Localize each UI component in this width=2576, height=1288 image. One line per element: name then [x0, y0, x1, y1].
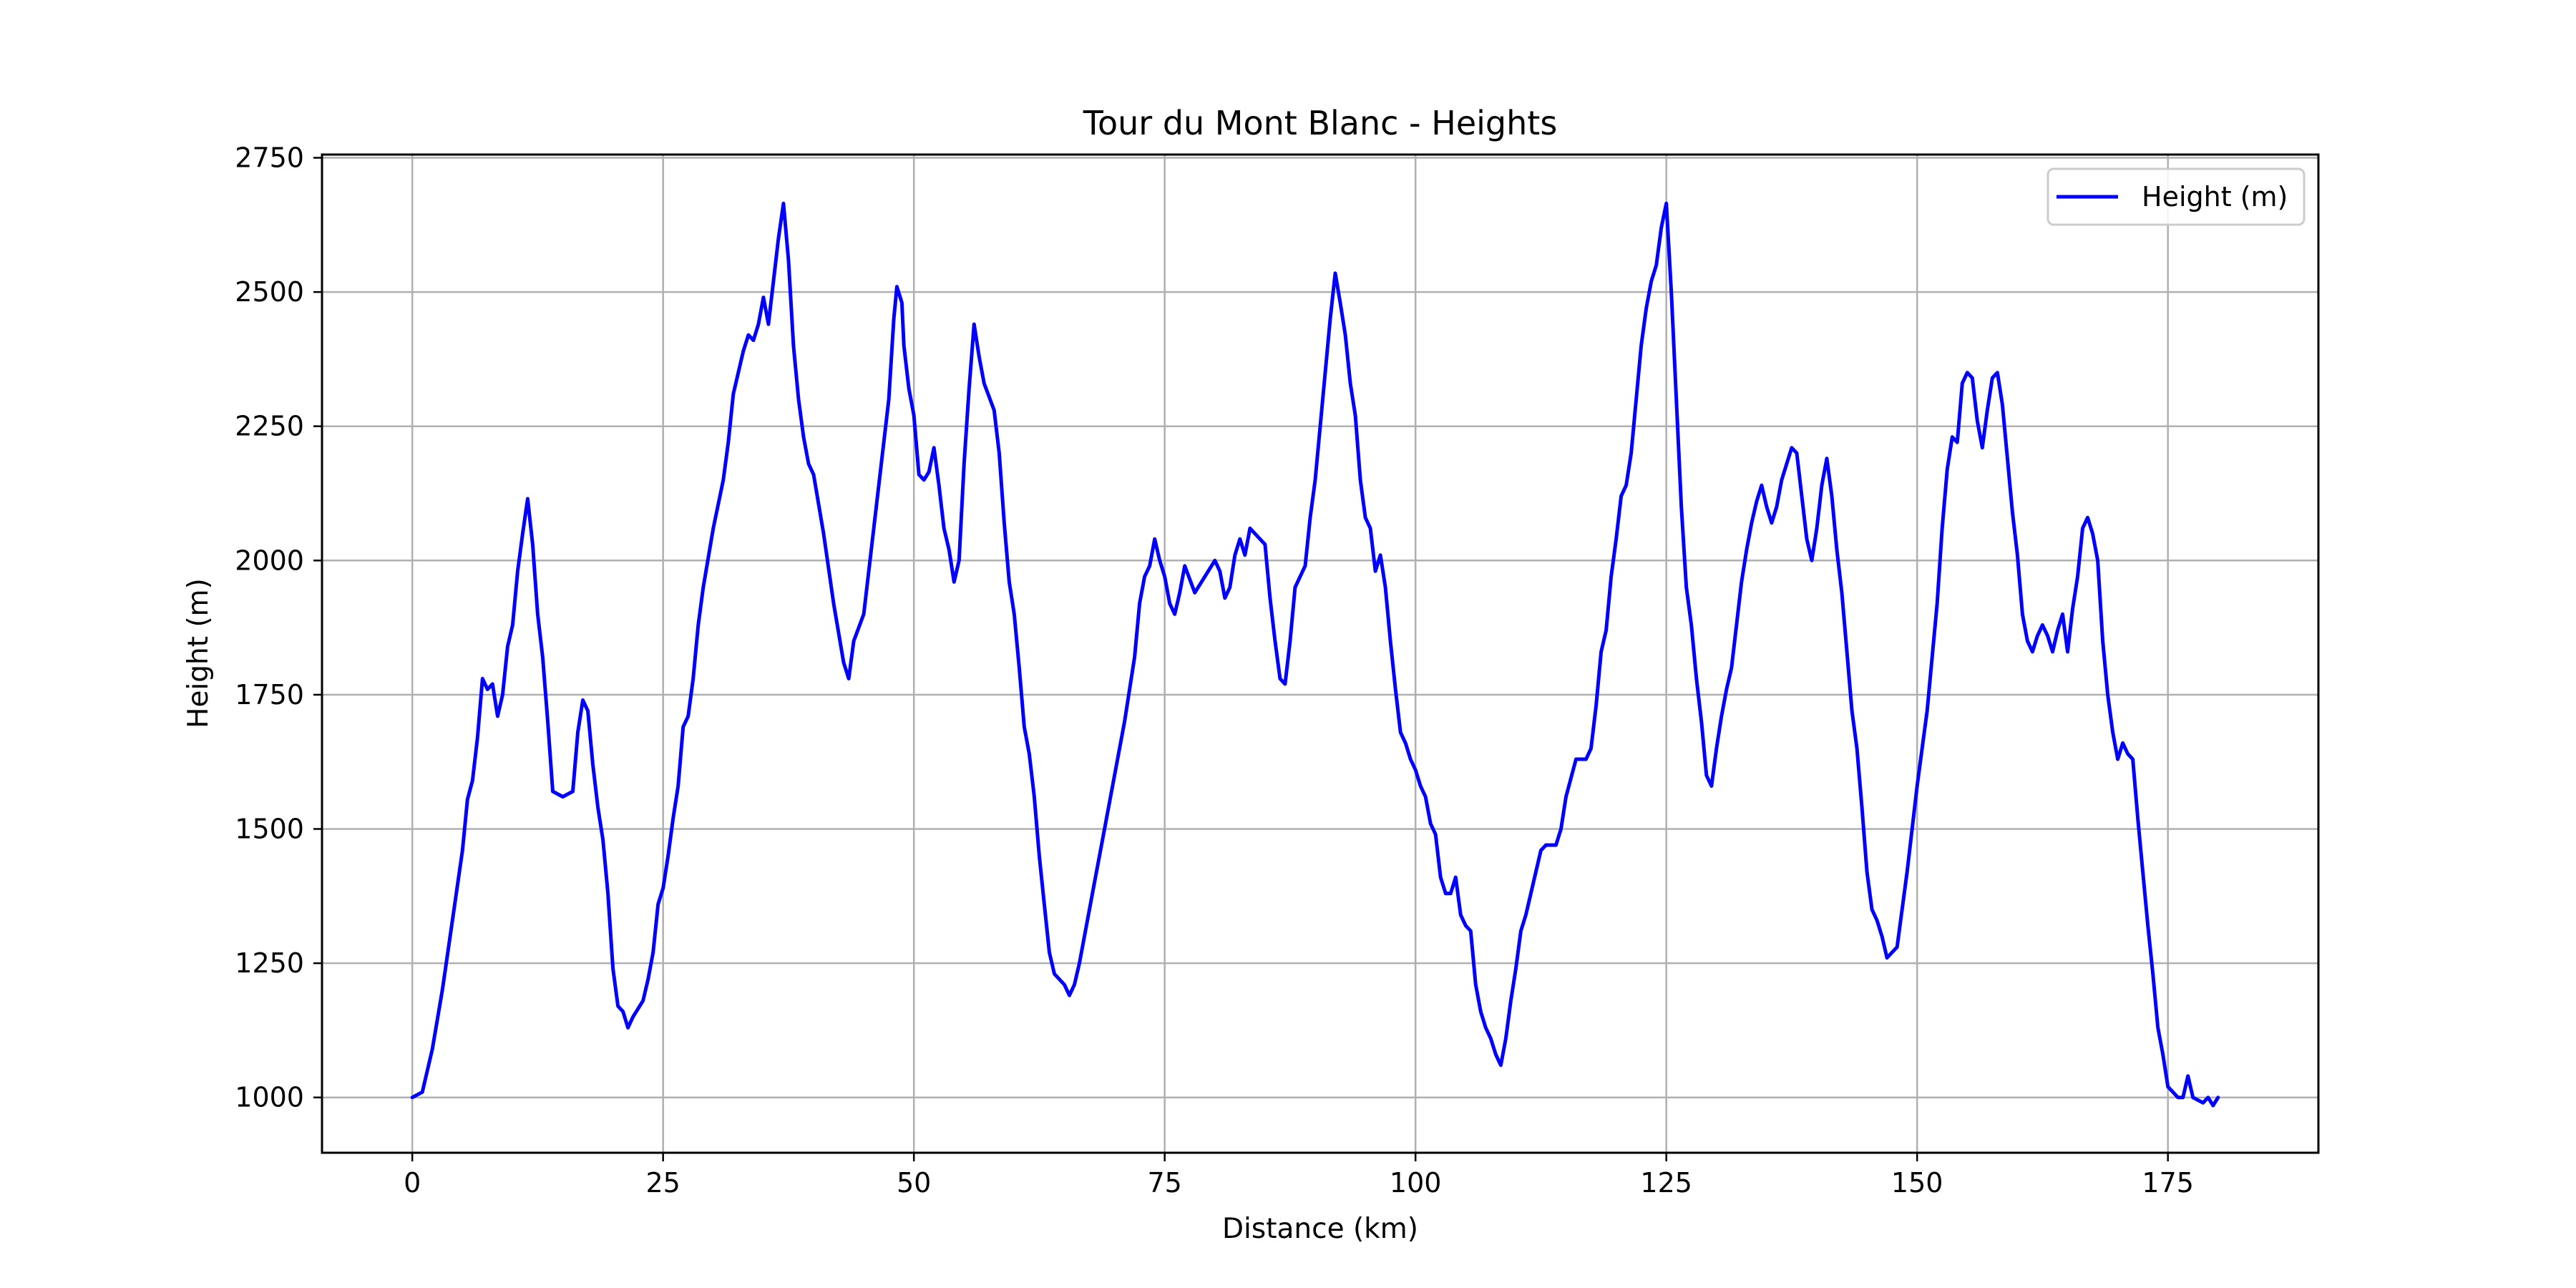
x-axis-ticks: 0 25 50 75 100 125 150 175 — [404, 1153, 2194, 1199]
y-tick-label: 1750 — [235, 679, 304, 711]
series-line-height — [410, 201, 2220, 1108]
y-axis-ticks: 1000 1250 1500 1750 2000 2250 2500 2750 — [235, 142, 322, 1113]
x-tick-label: 0 — [404, 1167, 421, 1199]
y-tick-label: 1500 — [235, 814, 304, 845]
legend-label-height: Height (m) — [2142, 181, 2288, 213]
x-tick-label: 25 — [646, 1167, 680, 1199]
y-axis-label: Height (m) — [182, 578, 215, 728]
legend: Height (m) — [2046, 167, 2306, 226]
x-tick-label: 100 — [1390, 1167, 1442, 1199]
x-tick-label: 75 — [1148, 1167, 1182, 1199]
y-tick-label: 1000 — [235, 1082, 304, 1113]
y-tick-label: 2500 — [235, 276, 304, 308]
x-tick-label: 150 — [1891, 1167, 1943, 1199]
x-tick-label: 175 — [2142, 1167, 2194, 1199]
legend-box — [2046, 167, 2306, 226]
series-layer — [410, 201, 2220, 1108]
x-axis-label: Distance (km) — [1222, 1213, 1418, 1245]
y-tick-label: 2000 — [235, 545, 304, 576]
y-tick-label: 2750 — [235, 142, 304, 174]
x-tick-label: 125 — [1640, 1167, 1692, 1199]
x-tick-label: 50 — [897, 1167, 931, 1199]
chart-title: Tour du Mont Blanc - Heights — [1083, 104, 1558, 142]
y-tick-label: 2250 — [235, 411, 304, 442]
plot-frame — [321, 153, 2320, 1154]
y-tick-label: 1250 — [235, 947, 304, 979]
